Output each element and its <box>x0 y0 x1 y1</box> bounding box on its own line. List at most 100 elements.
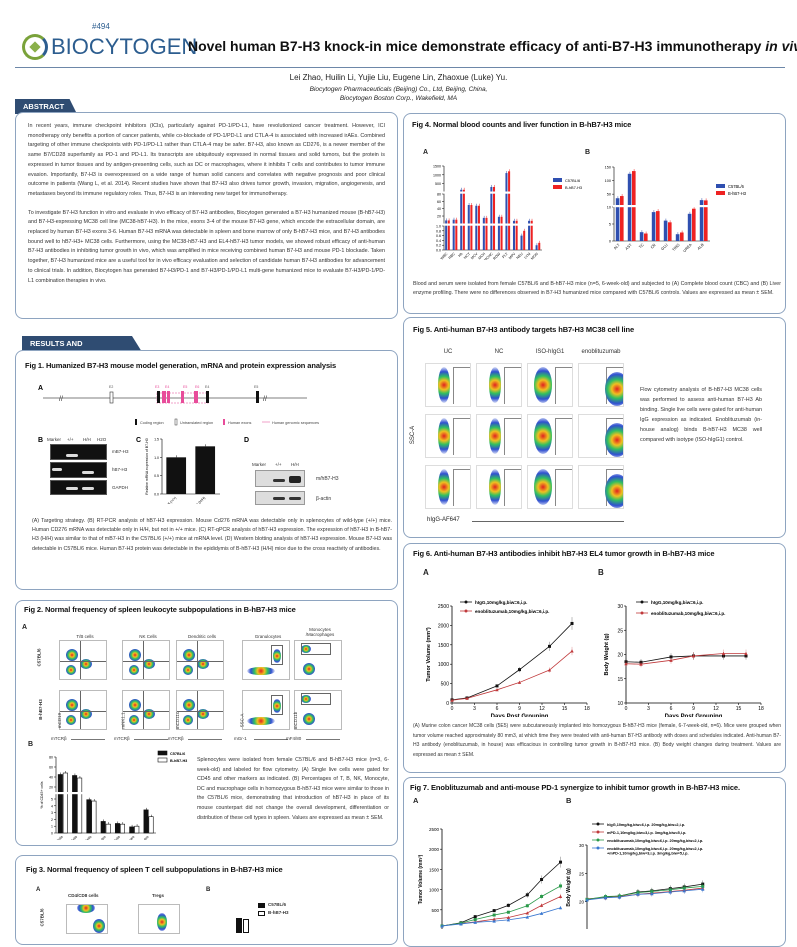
x-tick-label: MCH <box>478 252 487 260</box>
bar <box>523 230 526 250</box>
x-tick-label: 9 <box>518 706 521 712</box>
gel-header: H2O <box>97 437 107 442</box>
cell-population <box>489 367 501 403</box>
flow-plot <box>425 414 471 458</box>
legend-marker <box>596 838 600 842</box>
data-point <box>517 680 522 684</box>
cell-population <box>247 717 275 725</box>
flow-y-axis: SSC-A <box>239 713 245 728</box>
fig5-x-axis: hIgG-AF647 <box>427 517 460 523</box>
cell-population <box>438 418 450 454</box>
y-tick-label: 1.0 <box>154 456 159 460</box>
bar <box>114 823 120 834</box>
y-tick-label: 2000 <box>429 847 440 852</box>
wb-header: +/+ <box>275 462 282 467</box>
y-tick-label: 60 <box>49 766 53 770</box>
flow-row-label: C57BL/6 <box>36 648 42 667</box>
wb-header: Marker <box>252 462 267 467</box>
y-tick-label: 20 <box>579 900 585 905</box>
x-tick-label: HCT <box>463 251 472 260</box>
cell-population <box>303 713 315 725</box>
legend-label: hIgG,10mg/kg,biw=6,i.p. 20mg/kg,biw=2,i.… <box>607 823 685 827</box>
bar <box>475 205 478 250</box>
y-tick-label: 3 <box>51 811 53 815</box>
bar <box>530 220 533 250</box>
legend-label: +mPD-1,10mg/kg,biw=3,i.p. 3mg/kg,biw=5,i… <box>607 852 689 856</box>
fig7-box <box>403 777 786 947</box>
x-tick-label: 12 <box>539 706 545 712</box>
legend-marker <box>640 600 644 604</box>
data-point <box>744 651 748 656</box>
axis-arrow <box>254 739 288 740</box>
bar <box>62 772 68 834</box>
data-point <box>525 915 530 919</box>
cell-population <box>80 659 92 669</box>
data-point <box>473 917 477 921</box>
cell-population <box>183 665 193 675</box>
legend-coding: Coding region <box>140 421 164 425</box>
flow-column-label: ISO-hIgG1 <box>535 349 565 355</box>
cell-population <box>534 418 552 454</box>
x-tick-label: Hb <box>457 252 463 258</box>
legend-marker <box>596 846 600 850</box>
fig7a-chart: 050010001500200025000369121518212427Tumo… <box>418 827 563 929</box>
x-tick-label: GLU <box>660 243 669 252</box>
flow-column-label: NC <box>494 349 504 355</box>
x-tick-label: WBC <box>440 252 449 260</box>
fig4-panel-a: A <box>423 149 429 156</box>
logo-icon <box>22 34 48 60</box>
gate-line <box>60 661 106 662</box>
legend-marker <box>464 609 468 613</box>
y-tick-label: 80 <box>49 756 53 760</box>
flow-plot <box>425 465 471 509</box>
exon-coding <box>256 391 259 403</box>
gate-box <box>555 418 572 455</box>
exon-label: E6 <box>195 385 199 389</box>
exon-human <box>181 391 184 403</box>
gate-line <box>123 661 169 662</box>
poster-number: #494 <box>92 22 110 31</box>
legend-label: enoblituzumab,10mg/kg,biw=6,i.p. <box>651 611 725 616</box>
gate-box <box>555 469 572 506</box>
y-tick-label: 1500 <box>429 867 440 872</box>
y-tick-label: 40 <box>49 776 53 780</box>
bar <box>91 800 97 834</box>
x-tick-label: PLT <box>501 251 509 259</box>
gate-box <box>271 695 283 715</box>
x-tick-label: RDW <box>492 251 501 260</box>
bar <box>651 212 656 241</box>
y-tick-label: 0.8 <box>436 229 441 233</box>
x-tick-label: 3 <box>473 706 476 712</box>
gate-box <box>453 418 470 455</box>
flow-column-label: Dendritic cells <box>187 634 216 639</box>
gel-row-label: GAPDH <box>112 485 129 490</box>
data-point <box>492 919 496 923</box>
series-line <box>586 883 703 900</box>
cell-population <box>438 469 450 505</box>
data-point <box>506 918 511 922</box>
flow-y-axis: mCD11b <box>293 711 299 730</box>
cell-population <box>605 423 623 457</box>
y-tick-label: 1.0 <box>436 225 441 229</box>
bar <box>105 823 111 834</box>
gel-header: +/+ <box>67 437 74 442</box>
break-icon-right: // <box>263 396 267 403</box>
bar <box>482 217 485 250</box>
x-tick-label: MCHC <box>483 252 494 260</box>
cell-population <box>197 659 209 669</box>
data-point <box>495 688 499 692</box>
biocytogen-logo: BIOCYTOGEN <box>22 34 197 60</box>
abstract-paragraph-2: To investigate B7-H3 function in vitro a… <box>28 209 385 284</box>
series-line <box>441 896 561 927</box>
y-tick-label: 4 <box>51 804 53 808</box>
fig4b-chart: 0 5 10 50 100 150 ALT AST TC CR GLU TRIG UREA ALB C57B… <box>605 166 747 254</box>
fig3-row-label: C57BL/6 <box>39 908 45 927</box>
gate-box <box>504 367 521 404</box>
flow-plot <box>242 690 290 730</box>
flow-plot <box>59 640 107 680</box>
x-tick-label: 15 <box>562 706 568 712</box>
wb-blot-1 <box>255 470 305 487</box>
legend-label: C57BL/6 <box>728 184 745 189</box>
bar <box>538 242 541 250</box>
data-point <box>617 895 622 899</box>
